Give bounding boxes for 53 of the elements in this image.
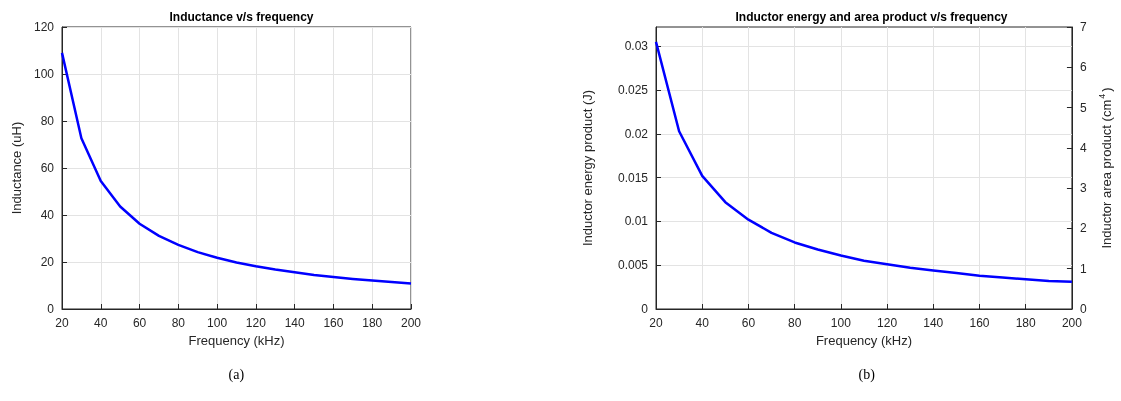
x-tick-label: 120 (245, 316, 267, 330)
y-tick-label: 0.01 (624, 214, 649, 229)
x-tick-label: 180 (362, 316, 383, 330)
x-axis-title: Frequency (kHz) (815, 332, 912, 348)
x-tick-label: 160 (969, 316, 990, 330)
x-tick-label: 20 (55, 316, 69, 330)
x-axis-title: Frequency (kHz) (188, 332, 285, 348)
y-axis-title: Inductance (uH) (9, 121, 25, 215)
y-tick-label: 120 (33, 20, 55, 34)
y-axis-title: Inductor energy product (J) (579, 89, 595, 247)
y-tick-label: 0.03 (624, 39, 649, 54)
y-tick-label: 80 (40, 114, 55, 128)
x-tick-label: 40 (94, 316, 108, 330)
x-tick-label: 60 (741, 316, 756, 330)
y2-axis-title: Inductor area product (cm4) (1097, 87, 1114, 249)
y2-tick-label: 3 (1079, 181, 1087, 196)
x-tick-label: 60 (132, 316, 147, 330)
y2-tick-label: 0 (1079, 302, 1087, 316)
y2-tick-label: 1 (1079, 261, 1087, 276)
y2-tick-label: 6 (1079, 60, 1087, 75)
x-tick-label: 160 (323, 316, 344, 330)
text: (b) (858, 366, 876, 383)
y-tick-label: 0.02 (624, 126, 649, 141)
text: (a) (228, 366, 245, 383)
y-tick-label: 100 (33, 67, 55, 81)
x-tick-label: 140 (923, 316, 944, 330)
y2-tick-label: 5 (1079, 100, 1087, 115)
line-series (60, 51, 413, 285)
y-tick-label: 0 (641, 302, 649, 316)
line-series (654, 40, 1074, 284)
y-tick-label: 40 (40, 208, 55, 222)
x-tick-label: 40 (695, 316, 710, 330)
y-tick-label: 60 (40, 161, 55, 175)
x-tick-label: 100 (830, 316, 852, 330)
y2-tick-label: 4 (1079, 140, 1087, 155)
y-tick-label: 20 (40, 255, 55, 269)
x-tick-label: 200 (1061, 316, 1083, 330)
x-tick-label: 100 (207, 316, 228, 330)
x-tick-label: 120 (877, 316, 898, 330)
y2-tick-label: 7 (1079, 20, 1087, 34)
x-tick-label: 20 (649, 316, 663, 330)
x-tick-label: 140 (284, 316, 305, 330)
y-tick-label: 0.025 (617, 83, 649, 98)
chart-title: Inductor energy and area product v/s frequency (735, 10, 1008, 24)
y-tick-label: 0 (47, 302, 55, 316)
y-tick-label: 0.015 (617, 170, 649, 185)
y-tick-label: 0.005 (617, 258, 649, 273)
chart-title: Inductance v/s frequency (169, 10, 314, 24)
x-tick-label: 180 (1015, 316, 1037, 330)
x-tick-label: 80 (171, 316, 186, 330)
x-tick-label: 80 (787, 316, 802, 330)
x-tick-label: 200 (400, 316, 422, 330)
y2-tick-label: 2 (1079, 221, 1087, 236)
